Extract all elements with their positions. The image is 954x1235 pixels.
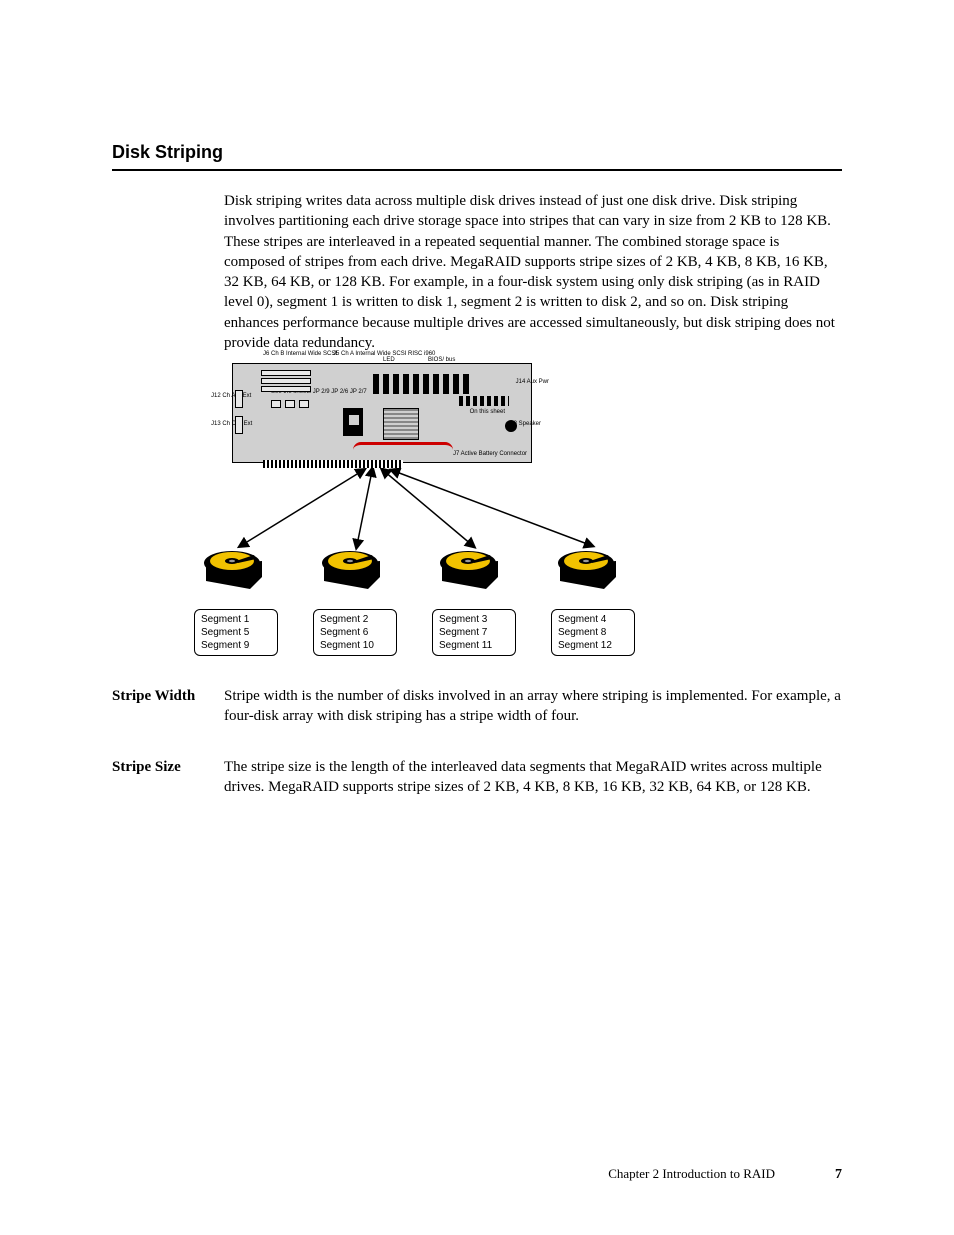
segment-line: Segment 8 [558, 626, 628, 639]
definition-label: Stripe Size [112, 757, 224, 778]
disk-icon [438, 547, 498, 589]
segment-line: Segment 11 [439, 639, 509, 652]
card-chips [459, 396, 509, 406]
disk-icon [556, 547, 616, 589]
card-port [235, 416, 243, 434]
card-label: LED [383, 356, 395, 364]
card-edge-connector [263, 460, 403, 468]
segment-line: Segment 7 [439, 626, 509, 639]
segment-line: Segment 4 [558, 613, 628, 626]
segment-line: Segment 6 [320, 626, 390, 639]
segment-box: Segment 2 Segment 6 Segment 10 [313, 609, 397, 656]
diagram: J6 Ch B Internal Wide SCSI J5 Ch A Inter… [162, 363, 842, 656]
section-title: Disk Striping [112, 140, 842, 171]
controller-card: J6 Ch B Internal Wide SCSI J5 Ch A Inter… [232, 363, 532, 463]
segment-line: Segment 5 [201, 626, 271, 639]
segment-box: Segment 4 Segment 8 Segment 12 [551, 609, 635, 656]
card-chip [261, 378, 311, 384]
chapter-label: Chapter 2 Introduction to RAID [608, 1165, 775, 1183]
disk-icon [320, 547, 380, 589]
page-footer: Chapter 2 Introduction to RAID 7 [608, 1165, 842, 1185]
segment-box: Segment 3 Segment 7 Segment 11 [432, 609, 516, 656]
definition-text: Stripe width is the number of disks invo… [224, 686, 842, 727]
card-speaker [505, 420, 517, 432]
segment-box: Segment 1 Segment 5 Segment 9 [194, 609, 278, 656]
segments-row: Segment 1 Segment 5 Segment 9 Segment 2 … [194, 609, 842, 656]
card-chip [343, 408, 363, 436]
disks-row [202, 547, 842, 589]
card-chip [285, 400, 295, 408]
definition-text: The stripe size is the length of the int… [224, 757, 842, 798]
card-chips [373, 374, 473, 394]
card-label: J13 Ch C/D Ext [211, 420, 252, 428]
definition-label: Stripe Width [112, 686, 224, 707]
card-label: J6 Ch B Internal Wide SCSI [263, 350, 337, 358]
segment-line: Segment 10 [320, 639, 390, 652]
card-label: J7 Active Battery Connector [453, 450, 527, 458]
definition-stripe-size: Stripe Size The stripe size is the lengt… [112, 757, 842, 798]
card-cable [353, 442, 453, 450]
card-chip [261, 386, 311, 392]
page-number: 7 [835, 1165, 842, 1185]
segment-line: Segment 1 [201, 613, 271, 626]
definition-stripe-width: Stripe Width Stripe width is the number … [112, 686, 842, 727]
intro-paragraph: Disk striping writes data across multipl… [224, 191, 842, 353]
disk-icon [202, 547, 262, 589]
segment-line: Segment 2 [320, 613, 390, 626]
segment-line: Segment 12 [558, 639, 628, 652]
card-chip [261, 370, 311, 376]
segment-line: Segment 3 [439, 613, 509, 626]
card-label: BIOS/ bus [428, 356, 455, 364]
card-label: J14 Aux Pwr [516, 378, 549, 386]
card-chip [299, 400, 309, 408]
card-label: J12 Ch A/B Ext [211, 392, 251, 400]
card-label: On this sheet [470, 408, 505, 416]
segment-line: Segment 9 [201, 639, 271, 652]
card-port [235, 390, 243, 408]
card-chip [271, 400, 281, 408]
card-chip [383, 408, 419, 440]
arrows-svg [212, 463, 632, 553]
